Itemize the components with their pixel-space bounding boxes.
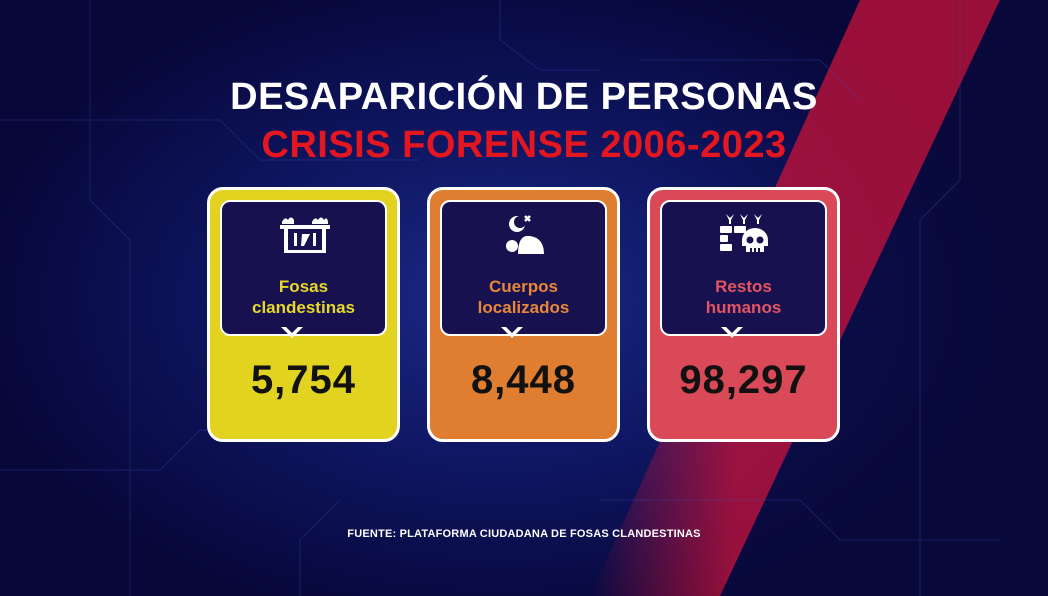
grave-pit-icon: [280, 217, 330, 253]
source-caption: FUENTE: PLATAFORMA CIUDADANA DE FOSAS CL…: [347, 528, 701, 540]
speech-pointer-inner: [503, 324, 521, 333]
card-label: Fosas clandestinas: [222, 276, 385, 318]
card-label-line-2: humanos: [705, 298, 782, 317]
card-header-panel: Fosas clandestinas: [220, 200, 387, 336]
card-value: 98,297: [679, 358, 808, 402]
speech-pointer-inner: [283, 324, 301, 333]
speech-pointer-inner: [723, 324, 741, 333]
card-label: Restos humanos: [662, 276, 825, 318]
card-value: 5,754: [250, 358, 357, 402]
circuit-lines: [0, 0, 1000, 596]
dark-corner: [720, 0, 1048, 596]
card-label-line-1: Cuerpos: [489, 277, 558, 296]
body-icon: [506, 215, 544, 254]
card-header-panel: Restos humanos: [660, 200, 827, 336]
card-label-line-1: Fosas: [278, 277, 329, 296]
card-label-line-2: clandestinas: [252, 298, 355, 317]
card-restos-humanos: Restos humanos 98,297: [647, 187, 840, 442]
card-value: 8,448: [470, 358, 577, 402]
skull-remains-icon: [720, 214, 768, 252]
card-label-line-1: Restos: [715, 277, 772, 296]
card-label: Cuerpos localizados: [442, 276, 605, 318]
title-line-1: DESAPARICIÓN DE PERSONAS: [230, 76, 818, 118]
card-fosas-clandestinas: Fosas clandestinas 5,754: [207, 187, 400, 442]
card-label-line-2: localizados: [477, 298, 570, 317]
card-header-panel: Cuerpos localizados: [440, 200, 607, 336]
card-cuerpos-localizados: Cuerpos localizados 8,448: [427, 187, 620, 442]
title-line-2: CRISIS FORENSE 2006-2023: [261, 124, 787, 166]
